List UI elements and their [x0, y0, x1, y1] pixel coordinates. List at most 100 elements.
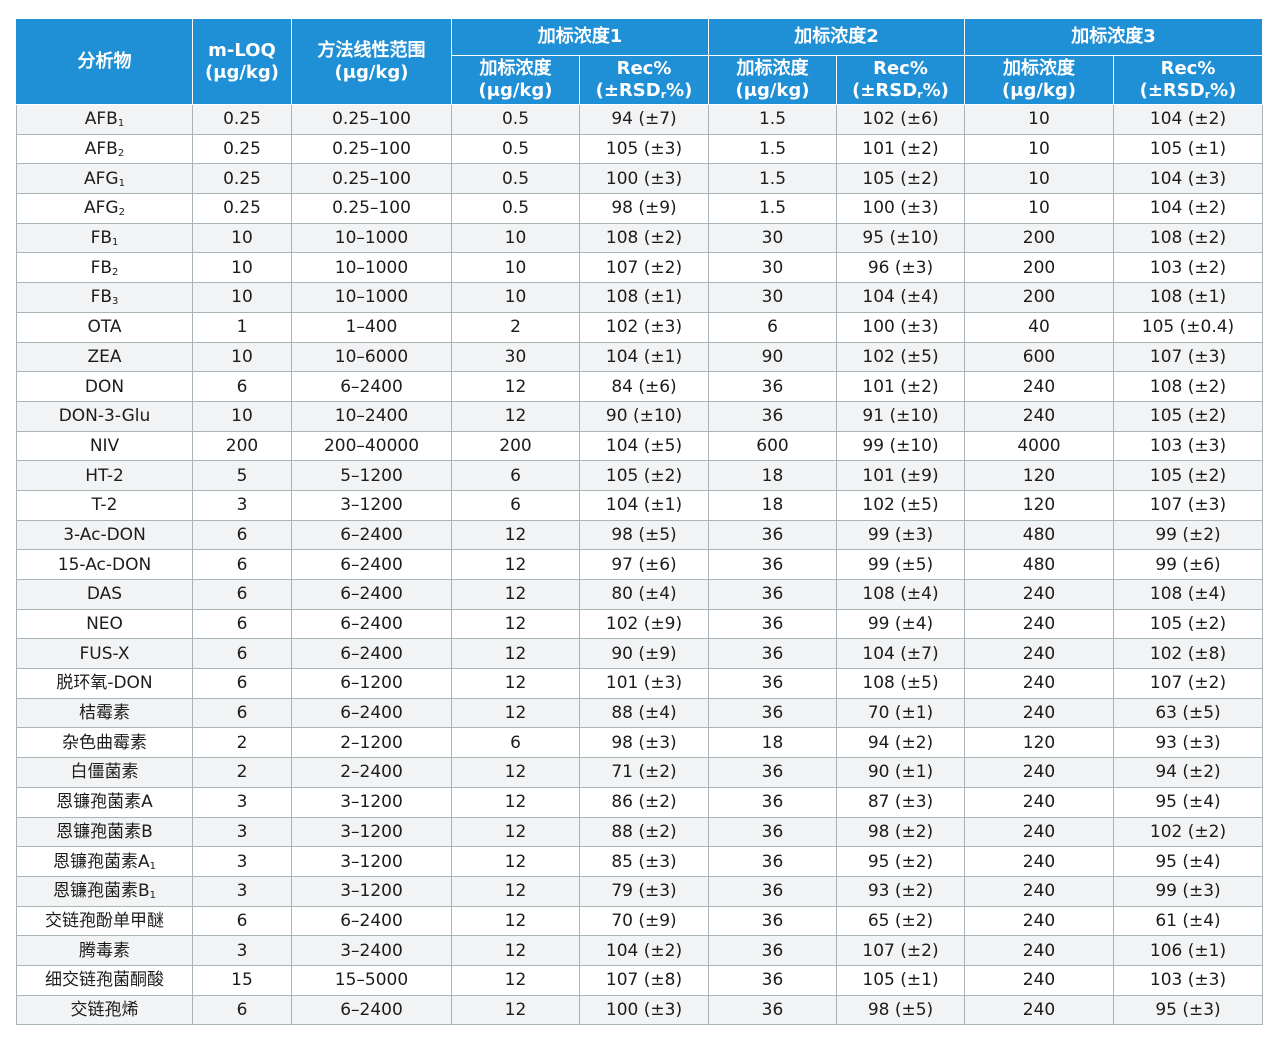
cell-spike-3-conc: 240: [964, 371, 1114, 402]
analyte-name: OTA: [87, 317, 122, 338]
analyte-name: 脱环氧-DON: [56, 673, 153, 694]
table-row: 恩镰孢菌素A1 3 3–1200 12 85 (±3) 36 95 (±2) 240 95 (±…: [16, 846, 1263, 877]
table-row: ZEA 10 10–6000 30 104 (±1) 90 102 (±5) 600 107 (…: [16, 341, 1263, 373]
header-rec-unit: (±RSDr%): [1140, 80, 1237, 101]
header-rec-label: Rec%: [873, 58, 928, 79]
cell-spike-3-conc: 240: [964, 875, 1114, 907]
cell-spike-1-conc: 6: [451, 727, 580, 759]
table-header: 分析物 m-LOQ (μg/kg) 方法线性范围 (μg/kg) 加标浓度1 加…: [16, 18, 1263, 105]
table-row: HT-2 5 5–1200 6 105 (±2) 18 101 (±9) 120 105 (±2…: [16, 460, 1263, 491]
cell-mloq: 6: [192, 668, 292, 699]
table-row: 交链孢酚单甲醚 6 6–2400 12 70 (±9) 36 65 (±2) 240 61 (±…: [16, 905, 1263, 937]
cell-spike-3-conc: 10: [964, 104, 1114, 135]
cell-spike-2-conc: 600: [708, 430, 837, 462]
header-rec-unit: (±RSDr%): [852, 80, 949, 101]
cell-spike-3-rec: 95 (±4): [1113, 846, 1263, 877]
cell-linear-range: 6–2400: [291, 697, 452, 729]
cell-mloq: 6: [192, 579, 292, 610]
analyte-name: 恩镰孢菌素A: [52, 851, 150, 872]
cell-spike-3-conc: 200: [964, 222, 1114, 254]
cell-spike-3-conc: 40: [964, 311, 1114, 343]
cell-spike-1-conc: 12: [451, 816, 580, 848]
cell-spike-2-rec: 95 (±2): [836, 846, 965, 877]
cell-mloq: 6: [192, 549, 292, 580]
cell-spike-1-conc: 0.5: [451, 104, 580, 135]
cell-analyte: FUS-X: [16, 638, 193, 670]
cell-spike-1-conc: 12: [451, 846, 580, 877]
cell-linear-range: 3–1200: [291, 875, 452, 907]
cell-spike-3-rec: 99 (±6): [1113, 549, 1263, 580]
cell-spike-1-conc: 10: [451, 222, 580, 254]
header-conc-2: 加标浓度 (μg/kg): [708, 55, 837, 105]
cell-mloq: 2: [192, 757, 292, 788]
cell-spike-3-conc: 480: [964, 549, 1114, 580]
table-row: 交链孢烯 6 6–2400 12 100 (±3) 36 98 (±5) 240 95 (±3): [16, 994, 1263, 1026]
cell-spike-1-conc: 10: [451, 282, 580, 313]
header-range-label: 方法线性范围: [317, 39, 426, 61]
cell-spike-2-conc: 36: [708, 608, 837, 640]
cell-spike-3-rec: 102 (±2): [1113, 816, 1263, 848]
cell-spike-3-rec: 99 (±2): [1113, 519, 1263, 551]
cell-spike-1-conc: 12: [451, 668, 580, 699]
cell-spike-1-rec: 98 (±9): [579, 193, 709, 224]
analyte-subscript: 2: [112, 266, 119, 278]
cell-spike-1-conc: 12: [451, 697, 580, 729]
header-spike-1: 加标浓度1: [451, 18, 709, 56]
table-row: 恩镰孢菌素B1 3 3–1200 12 79 (±3) 36 93 (±2) 240 99 (±…: [16, 875, 1263, 907]
cell-spike-3-rec: 104 (±3): [1113, 163, 1263, 195]
cell-spike-1-conc: 12: [451, 964, 580, 996]
cell-spike-3-rec: 107 (±3): [1113, 489, 1263, 521]
cell-spike-3-rec: 108 (±4): [1113, 579, 1263, 610]
cell-spike-1-conc: 12: [451, 608, 580, 640]
cell-spike-1-rec: 85 (±3): [579, 846, 709, 877]
analyte-name: 白僵菌素: [70, 762, 139, 783]
cell-spike-3-conc: 240: [964, 786, 1114, 818]
cell-spike-2-conc: 36: [708, 846, 837, 877]
cell-spike-1-rec: 90 (±10): [579, 400, 709, 432]
cell-spike-2-conc: 36: [708, 668, 837, 699]
cell-spike-3-rec: 93 (±3): [1113, 727, 1263, 759]
cell-spike-2-conc: 36: [708, 905, 837, 937]
cell-spike-3-rec: 99 (±3): [1113, 875, 1263, 907]
cell-spike-3-conc: 10: [964, 193, 1114, 224]
cell-spike-2-conc: 36: [708, 579, 837, 610]
header-rec-3: Rec% (±RSDr%): [1113, 55, 1263, 105]
cell-spike-1-conc: 2: [451, 311, 580, 343]
analyte-name: FB: [90, 257, 113, 278]
cell-spike-2-rec: 105 (±1): [836, 964, 965, 996]
analyte-name: NIV: [89, 435, 120, 456]
cell-spike-3-rec: 61 (±4): [1113, 905, 1263, 937]
cell-spike-1-rec: 71 (±2): [579, 757, 709, 788]
analyte-name: 细交链孢菌酮酸: [45, 970, 164, 991]
table-row: T-2 3 3–1200 6 104 (±1) 18 102 (±5) 120 107 (±3): [16, 489, 1263, 521]
cell-spike-3-rec: 63 (±5): [1113, 697, 1263, 729]
cell-linear-range: 10–1000: [291, 252, 452, 284]
cell-spike-2-conc: 30: [708, 252, 837, 284]
cell-analyte: 交链孢烯: [16, 994, 193, 1026]
cell-spike-1-rec: 104 (±1): [579, 341, 709, 373]
table-row: 杂色曲霉素 2 2–1200 6 98 (±3) 18 94 (±2) 120 93 (±3): [16, 727, 1263, 759]
cell-analyte: 脱环氧-DON: [16, 668, 193, 699]
cell-spike-1-conc: 200: [451, 430, 580, 462]
header-rec-unit-sub: r: [660, 88, 667, 101]
cell-analyte: 腾毒素: [16, 935, 193, 966]
header-analyte-label: 分析物: [77, 50, 132, 72]
cell-spike-2-rec: 95 (±10): [836, 222, 965, 254]
cell-spike-2-conc: 36: [708, 519, 837, 551]
cell-spike-3-conc: 240: [964, 905, 1114, 937]
cell-spike-3-rec: 108 (±1): [1113, 282, 1263, 313]
cell-spike-2-rec: 96 (±3): [836, 252, 965, 284]
cell-linear-range: 6–2400: [291, 905, 452, 937]
cell-spike-1-rec: 98 (±5): [579, 519, 709, 551]
header-rec-unit-pre: (±RSD: [852, 80, 918, 101]
cell-analyte: DON-3-Glu: [16, 400, 193, 432]
cell-spike-3-rec: 105 (±0.4): [1113, 311, 1263, 343]
cell-linear-range: 6–2400: [291, 608, 452, 640]
cell-spike-1-conc: 12: [451, 519, 580, 551]
header-mloq: m-LOQ (μg/kg): [192, 18, 292, 105]
cell-spike-3-rec: 102 (±8): [1113, 638, 1263, 670]
cell-spike-3-rec: 107 (±2): [1113, 668, 1263, 699]
cell-mloq: 6: [192, 519, 292, 551]
cell-spike-1-conc: 30: [451, 341, 580, 373]
cell-spike-3-conc: 240: [964, 668, 1114, 699]
